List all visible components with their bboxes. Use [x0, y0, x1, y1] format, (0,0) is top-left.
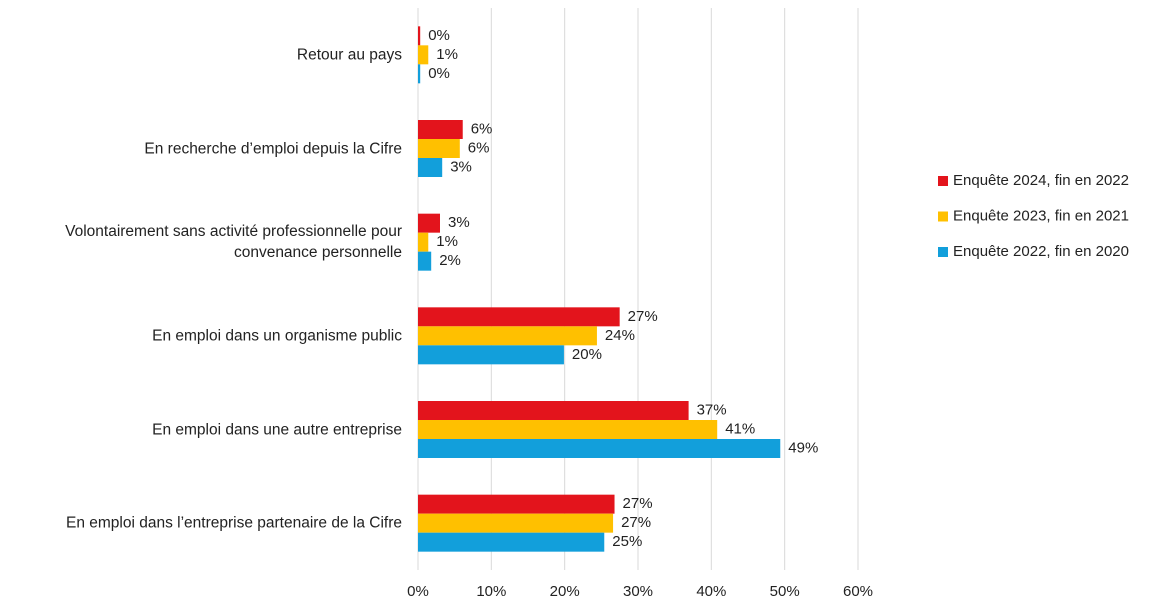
- bar: [418, 45, 429, 65]
- data-label: 20%: [572, 346, 602, 363]
- category-label: Volontairement sans activité professionn…: [65, 223, 402, 262]
- data-label: 6%: [468, 139, 490, 156]
- x-tick-label: 50%: [770, 583, 800, 600]
- data-label: 25%: [612, 533, 642, 550]
- bar: [418, 139, 460, 158]
- data-label: 3%: [448, 214, 470, 231]
- bar: [418, 345, 564, 365]
- bar: [418, 26, 421, 46]
- bar: [418, 420, 718, 439]
- x-tick-label: 20%: [550, 583, 580, 600]
- data-label: 41%: [725, 420, 755, 437]
- data-label: 2%: [439, 252, 461, 269]
- bar: [418, 64, 421, 84]
- x-tick-label: 10%: [476, 583, 506, 600]
- bar: [418, 120, 463, 139]
- data-label: 27%: [621, 514, 651, 531]
- data-label: 0%: [428, 27, 450, 44]
- category-label: Retour au pays: [296, 46, 402, 64]
- data-label: 49%: [788, 439, 818, 456]
- data-label: 27%: [623, 495, 653, 512]
- category-label: En emploi dans un organisme public: [152, 327, 402, 345]
- data-label: 37%: [697, 401, 727, 418]
- bar: [418, 158, 443, 177]
- bar: [418, 513, 614, 533]
- legend-label: Enquête 2023, fin en 2021: [953, 207, 1129, 224]
- bar: [418, 326, 597, 346]
- legend-label: Enquête 2024, fin en 2022: [953, 172, 1129, 189]
- bar: [418, 251, 432, 271]
- bar: [418, 439, 781, 458]
- category-label: En recherche d’emploi depuis la Cifre: [144, 140, 402, 157]
- data-label: 1%: [436, 233, 458, 250]
- x-tick-label: 30%: [623, 583, 653, 600]
- data-label: 0%: [428, 65, 450, 82]
- bar: [418, 232, 429, 252]
- category-label: En emploi dans une autre entreprise: [152, 421, 402, 438]
- data-label: 6%: [471, 120, 493, 137]
- data-label: 27%: [628, 308, 658, 325]
- x-tick-label: 40%: [696, 583, 726, 600]
- legend-label: Enquête 2022, fin en 2020: [953, 243, 1129, 260]
- x-tick-label: 60%: [843, 583, 873, 600]
- legend-swatch: [938, 211, 948, 222]
- bar: [418, 401, 689, 420]
- bar: [418, 532, 605, 552]
- bar: [418, 494, 615, 514]
- x-tick-label: 0%: [407, 583, 429, 600]
- data-label: 3%: [450, 158, 472, 175]
- data-label: 1%: [436, 46, 458, 63]
- bar: [418, 307, 620, 327]
- category-label: En emploi dans l’entreprise partenaire d…: [65, 514, 402, 532]
- data-label: 24%: [605, 327, 635, 344]
- legend-swatch: [938, 247, 948, 257]
- legend-swatch: [938, 176, 948, 186]
- bar: [418, 213, 440, 233]
